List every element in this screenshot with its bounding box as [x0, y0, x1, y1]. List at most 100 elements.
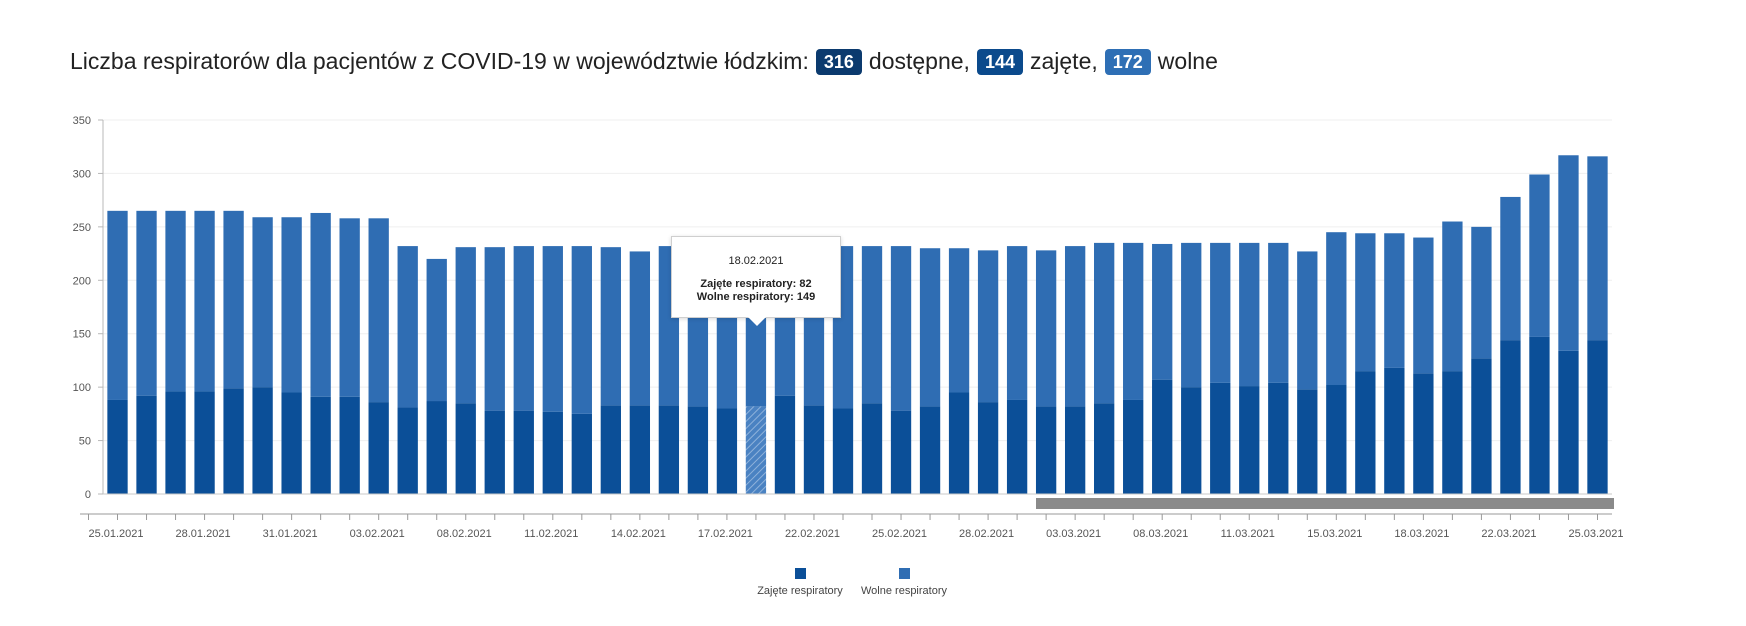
bar-free [1326, 232, 1347, 386]
bar-occupied [832, 408, 854, 494]
bar-occupied [1035, 406, 1057, 494]
bar-occupied [629, 405, 651, 494]
bar-free [455, 247, 476, 404]
bar-occupied [687, 406, 709, 494]
x-tick-label: 17.02.2021 [698, 528, 753, 540]
y-tick-label: 300 [73, 168, 91, 180]
y-tick-label: 100 [73, 382, 91, 394]
y-tick-label: 150 [73, 329, 91, 341]
bar-occupied [1529, 336, 1550, 494]
bar-occupied [571, 413, 592, 494]
bar-free [1094, 242, 1115, 404]
bar-free [542, 246, 563, 412]
bar-free [136, 210, 157, 396]
free-count-badge: 172 [1104, 48, 1151, 75]
legend-item-occupied[interactable]: Zajęte respiratory [740, 568, 860, 597]
bar-free [1268, 242, 1289, 383]
bar-free [1152, 243, 1173, 380]
bar-free [513, 246, 534, 411]
title-prefix: Liczba respiratorów dla pacjentów z COVI… [70, 48, 809, 74]
bar-free [310, 212, 331, 397]
bar-free [977, 250, 999, 403]
bar-occupied [600, 405, 621, 494]
x-tick-label: 14.02.2021 [611, 528, 666, 540]
legend-label-free: Wolne respiratory [861, 585, 947, 597]
x-tick-label: 28.02.2021 [959, 528, 1014, 540]
available-count-badge: 316 [815, 48, 862, 75]
bar-occupied [1558, 350, 1579, 494]
x-tick-label: 08.02.2021 [437, 528, 492, 540]
bar-occupied [1471, 358, 1492, 494]
bar-occupied [1268, 382, 1289, 494]
x-tick-label: 15.03.2021 [1307, 528, 1362, 540]
x-tick-label: 31.01.2021 [263, 528, 318, 540]
bar-occupied [716, 408, 738, 494]
bar-free [1529, 174, 1550, 337]
y-tick-label: 250 [73, 222, 91, 234]
tooltip-free: Wolne respiratory: 149 [696, 291, 816, 303]
bar-occupied [455, 403, 476, 494]
legend-swatch-free [898, 568, 910, 579]
bar-occupied [107, 399, 128, 494]
bar-free [1181, 242, 1202, 388]
bar-occupied [165, 391, 186, 494]
bar-occupied [658, 405, 680, 494]
bar-occupied [310, 396, 331, 494]
bar-occupied [1152, 379, 1173, 494]
bar-occupied [948, 392, 970, 494]
bar-occupied [1587, 340, 1608, 494]
bar-occupied [745, 406, 767, 494]
occupied-count-badge: 144 [976, 48, 1023, 75]
bar-occupied [136, 395, 157, 494]
bar-free [1123, 242, 1144, 400]
bar-free [397, 246, 418, 408]
range-scrollbar [1036, 498, 1614, 509]
x-tick-label: 25.01.2021 [88, 528, 143, 540]
bar-free [368, 218, 389, 403]
bar-free [600, 247, 621, 406]
bar-free [1384, 233, 1405, 368]
bar-occupied [803, 405, 825, 494]
bar-occupied [1355, 371, 1376, 494]
bar-occupied [513, 410, 534, 494]
bar-free [165, 210, 186, 392]
bar-free [426, 258, 447, 402]
bar-free [484, 247, 505, 411]
bar-occupied [1384, 367, 1405, 494]
bar-occupied [1413, 373, 1434, 494]
bar-occupied [1442, 371, 1463, 494]
bar-occupied [339, 396, 360, 494]
y-tick-label: 0 [85, 489, 91, 501]
occupied-label: zajęte, [1029, 48, 1098, 74]
x-tick-label: 18.03.2021 [1394, 528, 1449, 540]
bar-free [948, 248, 970, 393]
bar-occupied [1500, 340, 1521, 494]
x-tick-label: 11.02.2021 [524, 528, 578, 540]
bar-free [1500, 196, 1521, 341]
bar-free [1210, 242, 1231, 383]
bar-occupied [368, 402, 389, 494]
bar-occupied [1006, 399, 1028, 494]
x-tick-label: 28.01.2021 [176, 528, 231, 540]
bar-free [1064, 246, 1086, 407]
bar-occupied [1210, 382, 1231, 494]
bar-free [1558, 155, 1579, 351]
bar-tooltip: 18.02.2021 Zajęte respiratory: 82 Wolne … [671, 236, 841, 326]
bar-occupied [1064, 406, 1086, 494]
bar-free [1006, 246, 1028, 400]
x-tick-label: 08.03.2021 [1133, 528, 1188, 540]
bar-occupied [223, 388, 244, 494]
bar-occupied [1326, 385, 1347, 494]
bar-free [1442, 221, 1463, 372]
y-tick-label: 200 [73, 275, 91, 287]
bar-free [339, 218, 360, 397]
bar-free [890, 246, 912, 411]
legend-item-free[interactable]: Wolne respiratory [844, 568, 964, 597]
bar-free [223, 210, 244, 389]
x-tick-label: 25.02.2021 [872, 528, 927, 540]
bar-occupied [426, 401, 447, 494]
bar-free [1239, 242, 1260, 387]
bar-occupied [397, 407, 418, 494]
bar-occupied [890, 410, 912, 494]
